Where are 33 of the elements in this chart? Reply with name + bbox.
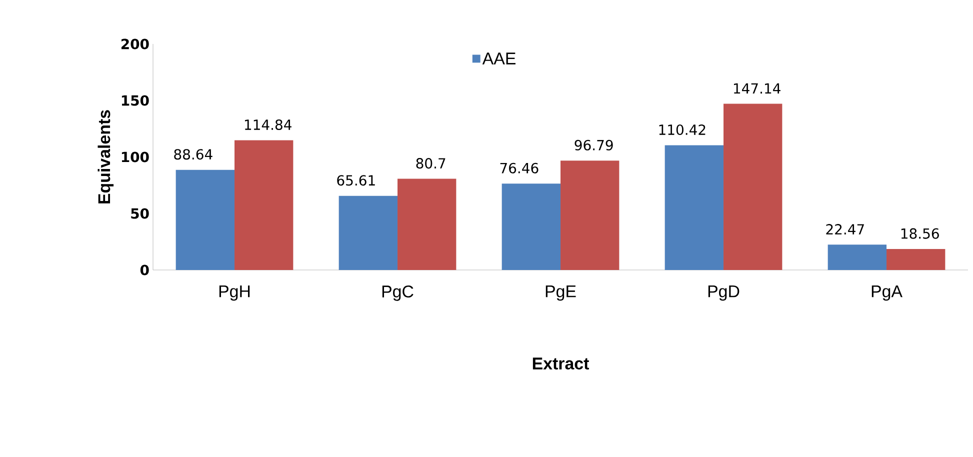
data-label: 88.64 (174, 149, 212, 160)
data-label: 22.47 (826, 224, 864, 234)
bar (724, 104, 782, 270)
x-tick-label: PgH (219, 286, 250, 301)
y-tick-label: 50 (131, 208, 149, 219)
data-label: 80.7 (416, 158, 446, 169)
bar (502, 184, 561, 270)
bar (828, 244, 887, 270)
y-tick-label: 150 (122, 95, 149, 106)
bar (234, 140, 294, 270)
bar (176, 170, 235, 270)
data-label: 110.42 (659, 124, 706, 136)
y-tick-label: 100 (122, 152, 149, 162)
data-label: 114.84 (244, 119, 292, 130)
x-tick-label: PgD (708, 286, 740, 301)
data-label: 18.56 (901, 228, 939, 239)
y-axis-title: Equivalents (98, 110, 114, 204)
y-tick-label: 0 (140, 264, 149, 276)
y-tick-label: 200 (121, 38, 149, 50)
bar (886, 249, 946, 270)
data-label: 96.79 (574, 140, 613, 150)
bar (338, 196, 398, 270)
data-label: 147.14 (734, 83, 780, 94)
bar (664, 145, 724, 270)
x-tick-label: PgA (872, 286, 902, 301)
x-axis-title: Extract (532, 358, 590, 370)
bar (398, 178, 456, 270)
x-tick-label: PgC (382, 286, 414, 301)
legend-label: AAE (482, 52, 516, 64)
data-label: 65.61 (337, 175, 375, 186)
x-tick-label: PgE (546, 286, 576, 301)
bar (560, 160, 620, 270)
data-label: 76.46 (500, 162, 538, 174)
